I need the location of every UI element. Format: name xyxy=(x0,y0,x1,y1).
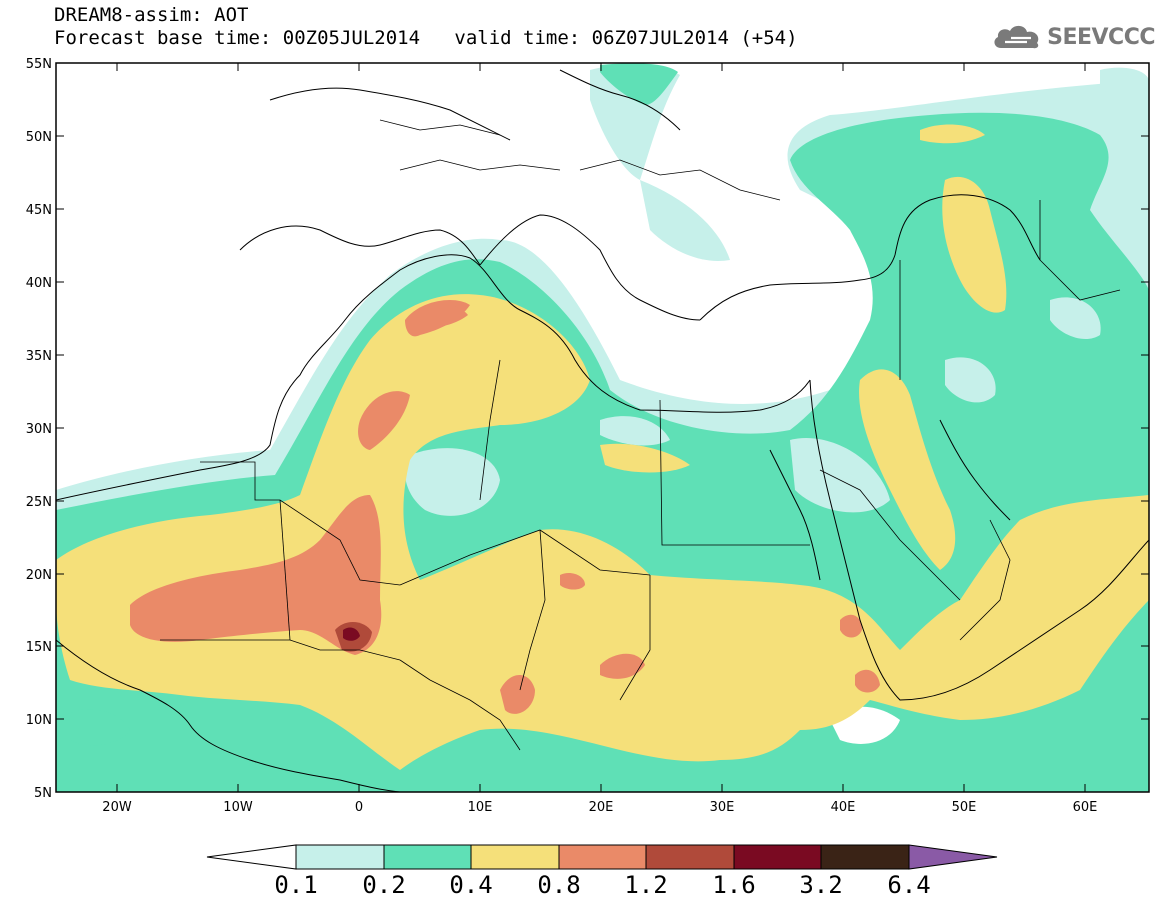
lat-label-5n: 5N xyxy=(34,786,52,801)
aot-level-0.4 xyxy=(56,124,1149,770)
lat-label-25n: 25N xyxy=(26,495,52,510)
lon-label-50e: 50E xyxy=(952,800,977,815)
logo-text: SEEVCCC xyxy=(1047,24,1155,50)
valid-time: valid time: 06Z07JUL2014 (+54) xyxy=(454,27,798,49)
cloud-icon xyxy=(994,25,1039,49)
lon-label-0: 0 xyxy=(355,800,363,815)
colorbar xyxy=(206,844,998,870)
lat-label-15n: 15N xyxy=(26,640,52,655)
colorbar-swatch-0 xyxy=(295,844,385,870)
aot-level-0.1-inner xyxy=(405,297,1101,516)
colorbar-under-triangle xyxy=(206,844,297,870)
colorbar-label-6.4: 6.4 xyxy=(887,871,930,899)
aot-level-0.8 xyxy=(130,300,880,714)
lat-label-10n: 10N xyxy=(26,713,52,728)
seevccc-logo: SEEVCCC xyxy=(991,20,1155,54)
colorbar-swatch-1 xyxy=(383,844,472,870)
base-time: Forecast base time: 00Z05JUL2014 xyxy=(54,27,421,49)
colorbar-swatch-3 xyxy=(558,844,647,870)
lat-label-50n: 50N xyxy=(26,130,52,145)
colorbar-swatch-5 xyxy=(733,844,822,870)
colorbar-label-0.1: 0.1 xyxy=(274,871,317,899)
graticule-ticks xyxy=(56,62,1149,792)
lon-label-10w: 10W xyxy=(223,800,253,815)
coastlines xyxy=(56,69,1149,792)
colorbar-swatch-6 xyxy=(820,844,910,870)
map-title: DREAM8-assim: AOT xyxy=(54,4,249,26)
lon-label-10e: 10E xyxy=(468,800,493,815)
colorbar-label-0.8: 0.8 xyxy=(537,871,580,899)
colorbar-label-3.2: 3.2 xyxy=(799,871,842,899)
lon-label-40e: 40E xyxy=(831,800,856,815)
colorbar-label-0.4: 0.4 xyxy=(449,871,492,899)
lat-label-30n: 30N xyxy=(26,422,52,437)
colorbar-label-0.2: 0.2 xyxy=(362,871,405,899)
lat-label-20n: 20N xyxy=(26,568,52,583)
colorbar-label-1.2: 1.2 xyxy=(624,871,667,899)
lon-label-30e: 30E xyxy=(710,800,735,815)
lat-label-35n: 35N xyxy=(26,349,52,364)
country-borders xyxy=(160,119,1121,751)
aot-level-1.6 xyxy=(343,627,360,641)
lon-label-20e: 20E xyxy=(589,800,614,815)
lat-label-40n: 40N xyxy=(26,276,52,291)
colorbar-over-triangle xyxy=(908,844,998,870)
lat-label-45n: 45N xyxy=(26,203,52,218)
colorbar-swatch-4 xyxy=(645,844,735,870)
time-info: Forecast base time: 00Z05JUL2014 valid t… xyxy=(54,27,798,49)
lon-label-20w: 20W xyxy=(102,800,132,815)
colorbar-label-1.6: 1.6 xyxy=(712,871,755,899)
lon-label-60e: 60E xyxy=(1073,800,1098,815)
lat-label-55n: 55N xyxy=(26,57,52,72)
colorbar-swatch-2 xyxy=(470,844,560,870)
